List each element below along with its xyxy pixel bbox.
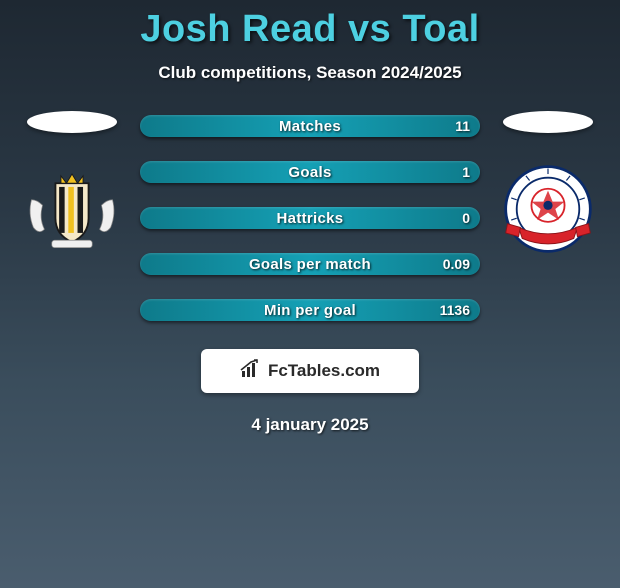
page-subtitle: Club competitions, Season 2024/2025: [0, 63, 620, 83]
stat-label: Goals per match: [249, 256, 371, 273]
stat-value: 0.09: [443, 256, 470, 272]
comparison-content: Matches 11 Goals 1 Hattricks 0 Goals per…: [0, 111, 620, 321]
stat-row-goals-per-match: Goals per match 0.09: [140, 253, 480, 275]
stat-label: Min per goal: [264, 302, 356, 319]
bath-city-crest: [26, 163, 118, 255]
left-column: [22, 111, 122, 255]
branding-text: FcTables.com: [268, 361, 380, 381]
chart-icon: [240, 359, 262, 384]
stat-row-min-per-goal: Min per goal 1136: [140, 299, 480, 321]
branding-badge: FcTables.com: [201, 349, 419, 393]
stat-row-matches: Matches 11: [140, 115, 480, 137]
stat-value: 1: [462, 164, 470, 180]
stat-row-hattricks: Hattricks 0: [140, 207, 480, 229]
avatar-placeholder-left: [27, 111, 117, 133]
stats-bars: Matches 11 Goals 1 Hattricks 0 Goals per…: [140, 115, 480, 321]
page-title: Josh Read vs Toal: [0, 8, 620, 51]
stat-value: 0: [462, 210, 470, 226]
bolton-wanderers-crest: [502, 163, 594, 255]
stat-row-goals: Goals 1: [140, 161, 480, 183]
stat-value: 11: [455, 118, 470, 134]
right-column: [498, 111, 598, 255]
stat-label: Goals: [288, 164, 331, 181]
stat-label: Matches: [279, 118, 341, 135]
stat-value: 1136: [440, 302, 470, 318]
footer-date: 4 january 2025: [0, 415, 620, 435]
stat-label: Hattricks: [277, 210, 344, 227]
avatar-placeholder-right: [503, 111, 593, 133]
